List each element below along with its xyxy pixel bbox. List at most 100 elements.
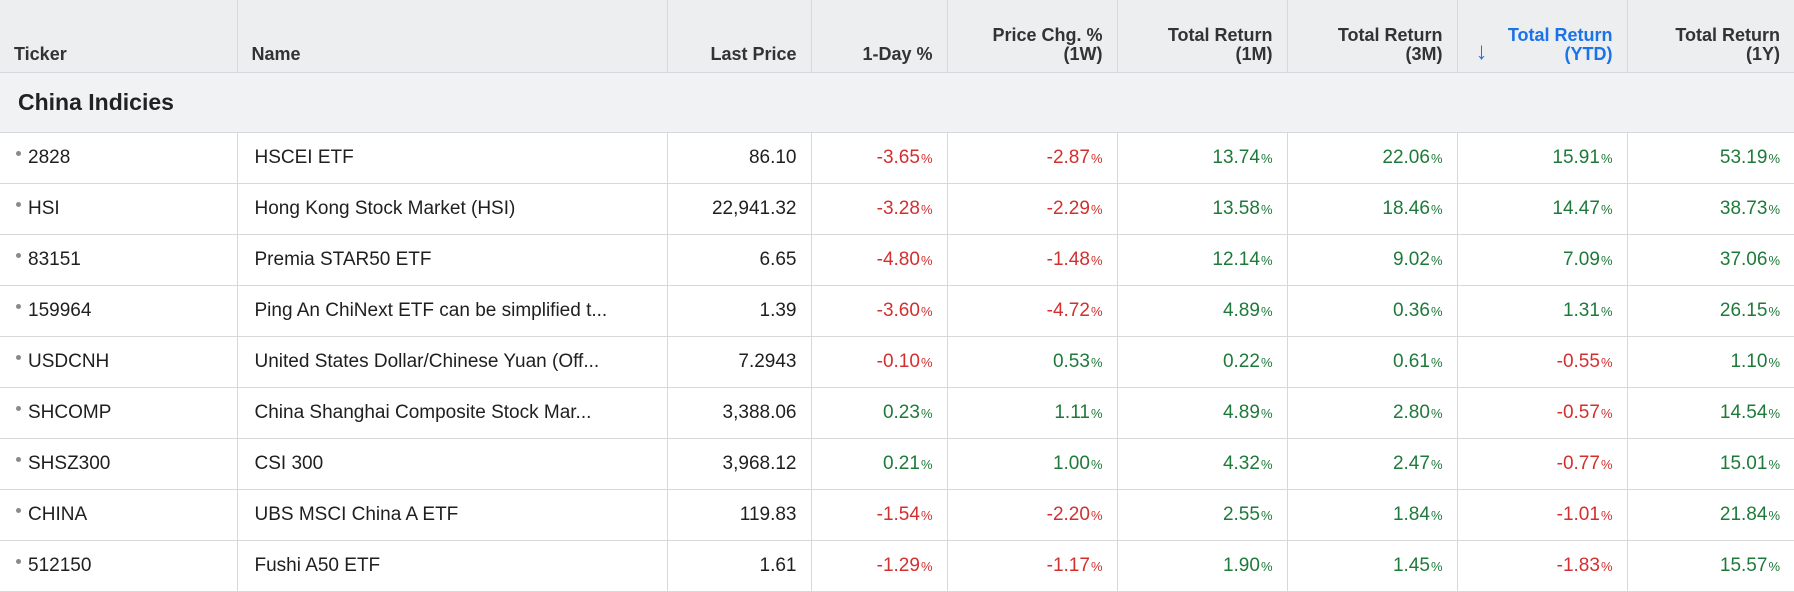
value-text: 0.53 — [1052, 351, 1090, 372]
percent-sign: % — [1600, 559, 1613, 574]
table-row[interactable]: 83151 Premia STAR50 ETF 6.65 -4.80% -1.48% 12… — [0, 234, 1794, 286]
percent-sign: % — [1260, 253, 1273, 268]
percent-sign: % — [920, 508, 933, 523]
total-return-3m-cell: 18.46% — [1287, 183, 1458, 235]
table-row[interactable]: HSI Hong Kong Stock Market (HSI) 22,941.32… — [0, 183, 1794, 235]
percent-sign: % — [1600, 202, 1613, 217]
percent-sign: % — [1768, 406, 1780, 421]
percent-sign: % — [1430, 304, 1443, 319]
percent-sign: % — [920, 151, 933, 166]
column-header-total-return-1m[interactable]: Total Return (1M) — [1117, 0, 1288, 73]
ticker-cell[interactable]: USDCNH — [0, 336, 238, 388]
percent-sign: % — [1260, 202, 1273, 217]
ticker-cell[interactable]: SHCOMP — [0, 387, 238, 439]
total-return-1m-cell: 1.90% — [1117, 540, 1288, 592]
column-header-ticker[interactable]: Ticker — [0, 0, 238, 73]
total-return-3m-cell: 2.80% — [1287, 387, 1458, 439]
percent-sign: % — [1430, 406, 1443, 421]
table-row[interactable]: 2828 HSCEI ETF 86.10 -3.65% -2.87% 13.74% 22.0… — [0, 132, 1794, 184]
value-text: 1.31 — [1562, 300, 1600, 321]
percent-sign: % — [1600, 253, 1613, 268]
name-cell[interactable]: Premia STAR50 ETF — [237, 234, 668, 286]
ticker-cell[interactable]: SHSZ300 — [0, 438, 238, 490]
column-header-total-return-3m[interactable]: Total Return (3M) — [1287, 0, 1458, 73]
name-cell[interactable]: Hong Kong Stock Market (HSI) — [237, 183, 668, 235]
percent-sign: % — [920, 355, 933, 370]
bullet-icon — [16, 406, 21, 412]
ticker-cell[interactable]: 83151 — [0, 234, 238, 286]
table-row[interactable]: SHSZ300 CSI 300 3,968.12 0.21% 1.00% 4.32% 2.4… — [0, 438, 1794, 490]
value-text: 0.61 — [1392, 351, 1430, 372]
name-cell[interactable]: HSCEI ETF — [237, 132, 668, 184]
group-label: China Indicies — [0, 72, 1794, 133]
day-change-cell: -4.80% — [811, 234, 948, 286]
column-header-total-return-1y[interactable]: Total Return (1Y) — [1627, 0, 1794, 73]
value-text: 1.45 — [1392, 555, 1430, 576]
total-return-3m-cell: 1.84% — [1287, 489, 1458, 541]
percent-sign: % — [1600, 304, 1613, 319]
column-header-last-price[interactable]: Last Price — [667, 0, 812, 73]
percent-sign: % — [1090, 202, 1103, 217]
total-return-ytd-cell: 7.09% — [1457, 234, 1628, 286]
ticker-text[interactable]: 83151 — [28, 249, 81, 270]
value-text: 0.22 — [1222, 351, 1260, 372]
total-return-3m-cell: 9.02% — [1287, 234, 1458, 286]
ticker-text[interactable]: SHCOMP — [28, 402, 112, 423]
value-text: 4.32 — [1222, 453, 1260, 474]
ticker-text[interactable]: 2828 — [28, 147, 71, 168]
value-text: -4.80 — [876, 249, 920, 270]
ticker-cell[interactable]: HSI — [0, 183, 238, 235]
ticker-text[interactable]: CHINA — [28, 504, 88, 525]
value-text: -0.77 — [1556, 453, 1600, 474]
ticker-cell[interactable]: 512150 — [0, 540, 238, 592]
name-cell[interactable]: China Shanghai Composite Stock Mar... — [237, 387, 668, 439]
ticker-cell[interactable]: 2828 — [0, 132, 238, 184]
ticker-text[interactable]: USDCNH — [28, 351, 110, 372]
ticker-cell[interactable]: 159964 — [0, 285, 238, 337]
price-chg-1w-cell: -2.29% — [947, 183, 1118, 235]
percent-sign: % — [920, 559, 933, 574]
total-return-ytd-cell: -0.77% — [1457, 438, 1628, 490]
ticker-text[interactable]: HSI — [28, 198, 60, 219]
percent-sign: % — [1430, 151, 1443, 166]
value-text: -3.60 — [876, 300, 920, 321]
ticker-text[interactable]: 159964 — [28, 300, 92, 321]
column-header-1-day[interactable]: 1-Day % — [811, 0, 948, 73]
value-text: -1.17 — [1046, 555, 1090, 576]
percent-sign: % — [1430, 253, 1443, 268]
name-cell[interactable]: CSI 300 — [237, 438, 668, 490]
group-header-row: China Indicies — [0, 72, 1794, 133]
column-header-total-return-ytd[interactable]: ↓ Total Return (YTD) — [1457, 0, 1628, 73]
table-row[interactable]: CHINA UBS MSCI China A ETF 119.83 -1.54% -2.… — [0, 489, 1794, 541]
ticker-cell[interactable]: CHINA — [0, 489, 238, 541]
table-row[interactable]: 512150 Fushi A50 ETF 1.61 -1.29% -1.17% 1.90%… — [0, 540, 1794, 592]
table-row[interactable]: SHCOMP China Shanghai Composite Stock Mar… — [0, 387, 1794, 439]
column-header-name[interactable]: Name — [237, 0, 668, 73]
column-header-price-chg-1w[interactable]: Price Chg. % (1W) — [947, 0, 1118, 73]
value-text: 1.84 — [1392, 504, 1430, 525]
percent-sign: % — [920, 202, 933, 217]
ticker-text[interactable]: SHSZ300 — [28, 453, 111, 474]
name-cell[interactable]: United States Dollar/Chinese Yuan (Off..… — [237, 336, 668, 388]
percent-sign: % — [1260, 304, 1273, 319]
percent-sign: % — [920, 253, 933, 268]
total-return-1y-cell: 38.73% — [1627, 183, 1794, 235]
bullet-icon — [16, 202, 21, 208]
name-cell[interactable]: UBS MSCI China A ETF — [237, 489, 668, 541]
percent-sign: % — [1090, 304, 1103, 319]
value-text: 15.57 — [1719, 555, 1768, 576]
name-cell[interactable]: Ping An ChiNext ETF can be simplified t.… — [237, 285, 668, 337]
value-text: 13.74 — [1212, 147, 1260, 168]
price-chg-1w-cell: 0.53% — [947, 336, 1118, 388]
percent-sign: % — [1768, 202, 1780, 217]
total-return-1m-cell: 13.74% — [1117, 132, 1288, 184]
value-text: -1.83 — [1556, 555, 1600, 576]
percent-sign: % — [1260, 508, 1273, 523]
table-row[interactable]: 159964 Ping An ChiNext ETF can be simplif… — [0, 285, 1794, 337]
ticker-text[interactable]: 512150 — [28, 555, 92, 576]
value-text: 21.84 — [1719, 504, 1768, 525]
header-row: Ticker Name Last Price 1-Day % Price Chg… — [0, 0, 1794, 73]
table-row[interactable]: USDCNH United States Dollar/Chinese Yuan … — [0, 336, 1794, 388]
price-chg-1w-cell: -2.87% — [947, 132, 1118, 184]
percent-sign: % — [1600, 457, 1613, 472]
